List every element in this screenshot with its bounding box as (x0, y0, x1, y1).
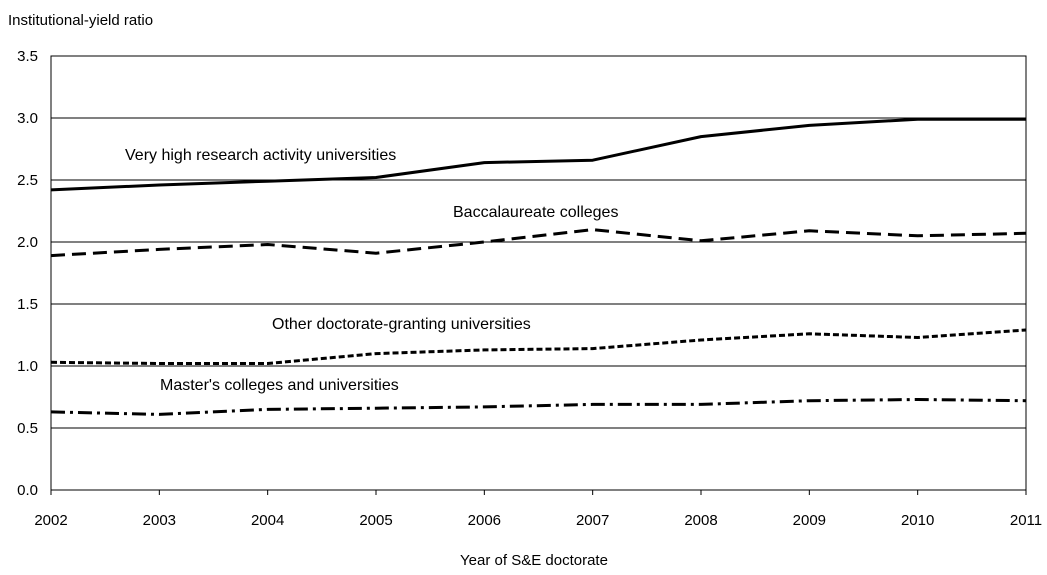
x-tick-label: 2011 (1010, 512, 1042, 529)
x-tick-label: 2009 (793, 512, 826, 529)
y-tick-label: 2.5 (17, 172, 38, 189)
series-label-2: Other doctorate-granting universities (272, 316, 531, 333)
x-tick-label: 2005 (359, 512, 392, 529)
x-tick-label: 2007 (576, 512, 609, 529)
plot-area-frame (50, 55, 1027, 491)
gridlines (51, 117, 1026, 429)
y-tick-label: 3.0 (17, 110, 38, 127)
series-lines (50, 117, 1027, 416)
x-tick-labels: 2002 2003 2004 2005 2006 2007 2008 2009 2010 2011 (34, 490, 1042, 529)
x-tick-label: 2002 (34, 512, 67, 529)
y-tick-label: 1.5 (17, 296, 38, 313)
y-tick-label: 1.0 (17, 358, 38, 375)
y-axis-label: Institutional-yield ratio (8, 12, 153, 29)
x-tick-label: 2008 (684, 512, 717, 529)
x-tick-label: 2006 (468, 512, 501, 529)
series-label-0: Very high research activity universities (125, 147, 396, 164)
x-tick-label: 2003 (143, 512, 176, 529)
y-tick-label: 0.5 (17, 420, 38, 437)
y-tick-labels: 0.0 0.5 1.0 1.5 2.0 2.5 3.0 3.5 (17, 48, 38, 499)
series-line-3 (50, 398, 1027, 416)
x-tick-label: 2010 (901, 512, 934, 529)
y-tick-label: 3.5 (17, 48, 38, 65)
x-axis-label: Year of S&E doctorate (460, 552, 608, 569)
series-line-2 (50, 328, 1027, 365)
series-label-3: Master's colleges and universities (160, 377, 399, 394)
y-tick-label: 2.0 (17, 234, 38, 251)
series-labels: Very high research activity universities… (125, 147, 618, 394)
series-line-1 (50, 228, 1027, 258)
x-tick-label: 2004 (251, 512, 284, 529)
y-tick-label: 0.0 (17, 482, 38, 499)
series-line-0 (50, 117, 1026, 192)
series-label-1: Baccalaureate colleges (453, 204, 618, 221)
